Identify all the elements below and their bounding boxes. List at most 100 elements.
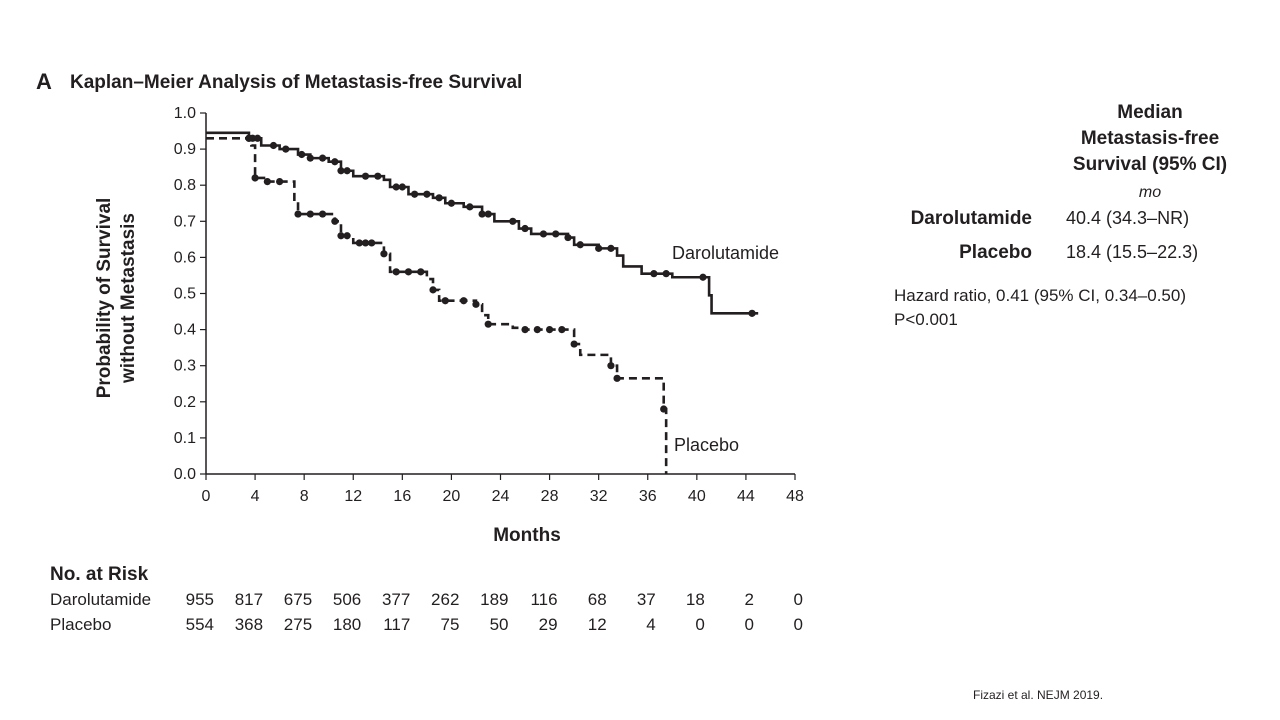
risk-row-arm: Darolutamide bbox=[50, 590, 152, 609]
darolutamide-censor-mark bbox=[650, 270, 658, 278]
risk-row-arm: Placebo bbox=[50, 615, 112, 634]
hazard-ratio-text: Hazard ratio, 0.41 (95% CI, 0.34–0.50) P… bbox=[894, 284, 1186, 332]
risk-table-title: No. at Risk bbox=[50, 564, 149, 585]
darolutamide-censor-mark bbox=[748, 309, 756, 317]
risk-row-darolutamide: Darolutamide 955 817 675 506 377 262 189 116 68 37… bbox=[50, 590, 810, 615]
y-tick-label: 0.0 bbox=[174, 466, 196, 483]
darolutamide-censor-mark bbox=[298, 150, 306, 159]
p-value-line: P<0.001 bbox=[894, 310, 958, 329]
darolutamide-censor-mark bbox=[306, 154, 314, 162]
placebo-censor-mark bbox=[368, 239, 376, 247]
placebo-censor-mark bbox=[533, 326, 541, 334]
darolutamide-censor-mark bbox=[423, 190, 431, 198]
darolutamide-censor-mark bbox=[361, 172, 370, 180]
placebo-censor-mark bbox=[613, 374, 621, 382]
risk-count: 275 bbox=[283, 615, 313, 634]
risk-count: 4 bbox=[646, 615, 656, 634]
y-ticks: 0.0 0.1 0.2 0.3 0.4 0.5 0.6 0.7 0.8 0.9 1.0 bbox=[174, 105, 206, 483]
darolutamide-survival-curve bbox=[206, 131, 759, 315]
risk-count: 0 bbox=[793, 615, 803, 634]
risk-table-rows: Darolutamide 955 817 675 506 377 262 189 116 68 37… bbox=[50, 590, 810, 640]
placebo-censor-mark bbox=[472, 300, 480, 308]
darolutamide-censor-mark bbox=[447, 199, 456, 207]
x-tick-label: 24 bbox=[492, 488, 510, 505]
risk-count: 18 bbox=[685, 590, 705, 609]
placebo-censor-mark bbox=[318, 210, 327, 218]
median-value-placebo: 18.4 (15.5–22.3) bbox=[1066, 242, 1199, 262]
y-axis-title-line1: Probability of Survival bbox=[94, 198, 115, 399]
hazard-ratio-line: Hazard ratio, 0.41 (95% CI, 0.34–0.50) bbox=[894, 286, 1186, 305]
series-layer bbox=[206, 131, 759, 474]
x-tick-label: 8 bbox=[300, 488, 309, 505]
x-ticks: 0 4 8 12 16 20 24 28 32 36 40 44 48 bbox=[202, 474, 804, 505]
x-tick-label: 48 bbox=[786, 488, 804, 505]
placebo-censor-mark bbox=[361, 239, 370, 247]
darolutamide-censor-mark bbox=[484, 210, 492, 218]
darolutamide-censor-mark bbox=[435, 194, 443, 202]
placebo-censor-mark bbox=[521, 326, 529, 334]
y-tick-label: 0.2 bbox=[174, 394, 196, 411]
x-tick-label: 32 bbox=[590, 488, 608, 505]
median-value-darolutamide: 40.4 (34.3–NR) bbox=[1066, 208, 1190, 228]
risk-count: 29 bbox=[538, 615, 558, 634]
darolutamide-censor-mark bbox=[466, 203, 474, 211]
chart-title: Kaplan–Meier Analysis of Metastasis-free… bbox=[70, 72, 522, 93]
placebo-censor-mark bbox=[355, 239, 363, 247]
x-tick-label: 0 bbox=[202, 488, 211, 505]
y-tick-label: 0.6 bbox=[174, 249, 196, 266]
risk-count: 116 bbox=[530, 590, 558, 609]
placebo-censor-mark bbox=[276, 177, 284, 186]
y-axis-title-line2: without Metastasis bbox=[118, 213, 139, 384]
placebo-censor-mark bbox=[294, 210, 302, 218]
darolutamide-censor-mark bbox=[564, 233, 572, 242]
median-header-line1: Median bbox=[1117, 102, 1183, 123]
risk-row-placebo: Placebo 554 368 275 180 117 75 50 29 12 4 0 0 0 bbox=[50, 615, 810, 640]
darolutamide-censor-mark bbox=[392, 183, 400, 191]
risk-count: 37 bbox=[636, 590, 656, 609]
risk-count: 377 bbox=[381, 590, 411, 609]
y-axis-title: Probability of Survival without Metastas… bbox=[94, 198, 139, 399]
risk-count: 262 bbox=[431, 590, 460, 609]
risk-count: 75 bbox=[440, 615, 460, 634]
risk-count: 0 bbox=[744, 615, 754, 634]
risk-count: 675 bbox=[283, 590, 313, 609]
placebo-censor-mark bbox=[417, 268, 425, 276]
darolutamide-censor-mark bbox=[607, 244, 615, 252]
placebo-censor-mark bbox=[570, 340, 578, 348]
y-tick-label: 0.9 bbox=[174, 141, 196, 158]
x-tick-label: 16 bbox=[393, 488, 411, 505]
darolutamide-censor-mark bbox=[253, 134, 262, 142]
median-unit: mo bbox=[1138, 184, 1162, 201]
placebo-censor-mark bbox=[306, 210, 314, 218]
darolutamide-censor-mark bbox=[269, 141, 278, 150]
placebo-censor-mark bbox=[343, 232, 351, 240]
darolutamide-censor-mark bbox=[478, 210, 486, 218]
median-arm-darolutamide: Darolutamide bbox=[910, 208, 1032, 229]
darolutamide-censor-mark bbox=[337, 167, 345, 175]
x-axis-title: Months bbox=[493, 525, 561, 546]
y-tick-label: 0.3 bbox=[174, 358, 196, 375]
darolutamide-censor-mark bbox=[662, 270, 670, 278]
darolutamide-censor-mark bbox=[318, 154, 327, 162]
number-at-risk-table: No. at Risk Darolutamide 955 817 675 506 377 2… bbox=[50, 564, 810, 640]
placebo-censor-mark bbox=[337, 232, 345, 240]
y-tick-label: 0.4 bbox=[174, 322, 196, 339]
placebo-censor-mark bbox=[607, 362, 615, 370]
citation: Fizazi et al. NEJM 2019. bbox=[973, 688, 1104, 702]
darolutamide-censor-mark bbox=[576, 241, 584, 249]
placebo-censor-mark bbox=[263, 177, 271, 186]
placebo-censor-mark bbox=[429, 286, 437, 294]
x-tick-label: 12 bbox=[344, 488, 362, 505]
darolutamide-curve-label: Darolutamide bbox=[672, 243, 779, 263]
placebo-censor-mark bbox=[484, 320, 492, 328]
median-header: Median Metastasis-free Survival (95% CI) bbox=[1055, 100, 1245, 178]
placebo-censor-mark bbox=[251, 174, 259, 182]
median-header-line3: Survival (95% CI) bbox=[1072, 154, 1228, 175]
darolutamide-censor-mark bbox=[343, 167, 351, 175]
risk-count: 554 bbox=[185, 615, 214, 634]
risk-count: 12 bbox=[587, 615, 607, 634]
risk-count: 0 bbox=[793, 590, 803, 609]
risk-count: 506 bbox=[332, 590, 362, 609]
panel-label: A bbox=[36, 69, 52, 94]
